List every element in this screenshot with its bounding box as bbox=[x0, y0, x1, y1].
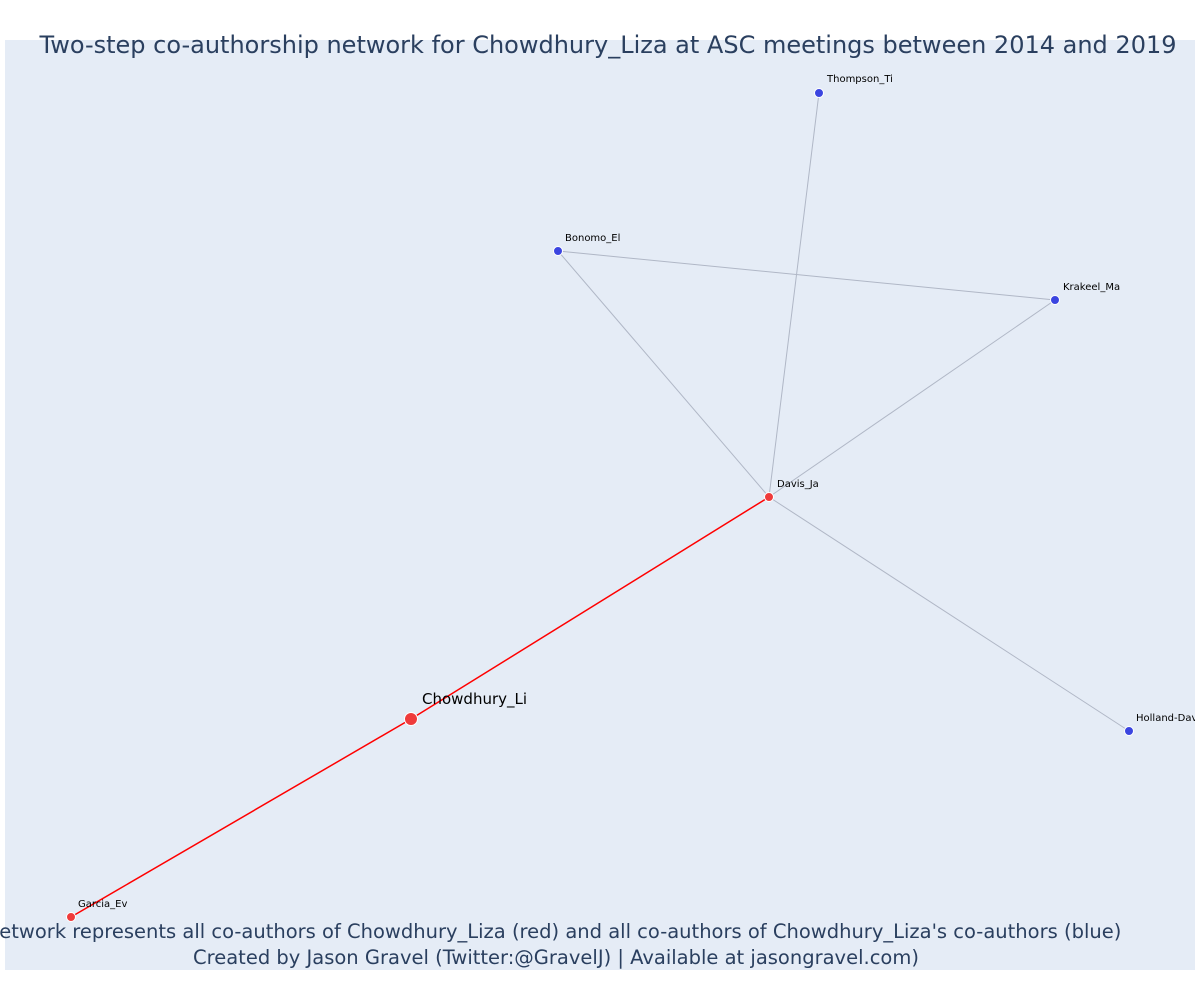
node-label-thompson: Thompson_Ti bbox=[826, 74, 893, 85]
node-chowdhury[interactable] bbox=[404, 712, 418, 726]
node-label-davis: Davis_Ja bbox=[777, 479, 819, 490]
node-davis[interactable] bbox=[764, 492, 774, 502]
node-thompson[interactable] bbox=[814, 88, 824, 98]
node-label-chowdhury: Chowdhury_Li bbox=[422, 690, 527, 709]
node-bonomo[interactable] bbox=[553, 246, 563, 256]
footer-line-1: Network represents all co-authors of Cho… bbox=[0, 920, 1121, 943]
labels-layer: Chowdhury_Li Davis_Ja Garcia_Ev Thompson_Ti… bbox=[78, 74, 1200, 910]
node-holland[interactable] bbox=[1124, 726, 1134, 736]
plot-background bbox=[5, 40, 1195, 970]
node-label-holland: Holland-Davi bbox=[1136, 713, 1200, 724]
node-label-bonomo: Bonomo_El bbox=[565, 233, 620, 244]
nodes-layer bbox=[66, 88, 1134, 922]
edge-davis-bonomo bbox=[557, 250, 770, 498]
edge-chowdhury-davis bbox=[410, 496, 770, 720]
edge-davis-krakeel bbox=[768, 299, 1056, 498]
footer-line-2: Created by Jason Gravel (Twitter:@Gravel… bbox=[193, 946, 919, 969]
node-label-garcia: Garcia_Ev bbox=[78, 899, 127, 910]
edge-bonomo-krakeel bbox=[557, 250, 1056, 301]
edge-chowdhury-garcia bbox=[70, 718, 412, 918]
edge-davis-thompson bbox=[768, 92, 820, 498]
chart-title: Two-step co-authorship network for Chowd… bbox=[39, 31, 1177, 59]
node-label-krakeel: Krakeel_Ma bbox=[1063, 282, 1120, 293]
node-garcia[interactable] bbox=[66, 912, 76, 922]
edge-davis-holland bbox=[768, 496, 1130, 732]
edges-layer bbox=[70, 92, 1130, 918]
node-krakeel[interactable] bbox=[1050, 295, 1060, 305]
